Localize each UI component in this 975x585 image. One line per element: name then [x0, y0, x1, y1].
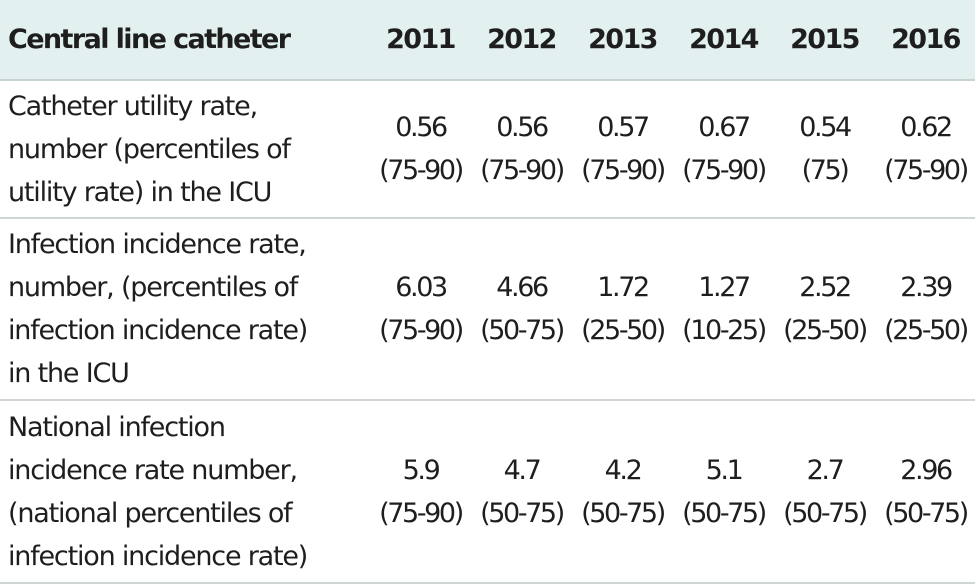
cell-range: (50-75): [480, 315, 565, 346]
cell-value: 0.57: [597, 112, 650, 143]
header-year-2011: 2011: [370, 0, 471, 81]
cell-range: (50-75): [884, 497, 969, 529]
cell-value: 6.03: [395, 272, 448, 303]
table-cell: 2.52 (25-50): [774, 218, 875, 401]
cell-range: (75): [801, 155, 850, 186]
cell-range: (50-75): [581, 497, 666, 529]
cell-value: 0.67: [698, 112, 751, 143]
cell-value: 2.96: [900, 454, 953, 486]
cell-range: (50-75): [783, 497, 868, 529]
cell-value: 2.7: [806, 454, 845, 486]
table-row-infection-incidence: Infection incidence rate, number, (perce…: [0, 218, 975, 401]
table-cell: 0.56 (75-90): [471, 80, 572, 219]
table-cell: 5.1 (50-75): [673, 400, 774, 584]
table-cell: 1.72 (25-50): [572, 218, 673, 401]
header-year-2012: 2012: [471, 0, 572, 81]
table-cell: 5.9 (75-90): [370, 400, 471, 584]
header-year-2015: 2015: [774, 0, 875, 81]
header-year-2013: 2013: [572, 0, 673, 81]
table-cell: 1.27 (10-25): [673, 218, 774, 401]
row-label-national-infection: National infection incidence rate number…: [0, 400, 370, 584]
cell-range: (25-50): [884, 315, 969, 346]
cell-range: (75-90): [581, 155, 666, 186]
table-row-national-infection: National infection incidence rate number…: [0, 400, 975, 584]
cell-value: 0.56: [395, 112, 448, 143]
table-cell: 0.54 (75): [774, 80, 875, 219]
table-cell: 4.2 (50-75): [572, 400, 673, 584]
table-cell: 2.7 (50-75): [774, 400, 875, 584]
cell-range: (25-50): [581, 315, 666, 346]
cell-value: 5.9: [402, 454, 441, 486]
cell-value: 1.72: [597, 272, 650, 303]
cell-range: (75-90): [480, 155, 565, 186]
table-header-row: Central line catheter 2011 2012 2013 201…: [0, 0, 975, 81]
row-label-infection-incidence: Infection incidence rate, number, (perce…: [0, 218, 370, 401]
cell-value: 4.7: [503, 454, 542, 486]
cell-value: 0.62: [900, 112, 953, 143]
cell-value: 2.39: [900, 272, 953, 303]
cell-value: 4.2: [604, 454, 643, 486]
table-cell: 0.56 (75-90): [370, 80, 471, 219]
cell-range: (50-75): [682, 497, 767, 529]
cell-value: 4.66: [496, 272, 549, 303]
table-cell: 2.39 (25-50): [875, 218, 975, 401]
cell-range: (75-90): [379, 497, 464, 529]
table-cell: 2.96 (50-75): [875, 400, 975, 584]
cell-range: (75-90): [379, 155, 464, 186]
cell-range: (75-90): [682, 155, 767, 186]
header-year-2016: 2016: [875, 0, 975, 81]
table-row-catheter-utility: Catheter utility rate, number (percentil…: [0, 80, 975, 219]
cell-range: (75-90): [884, 155, 969, 186]
cell-value: 0.56: [496, 112, 549, 143]
cell-value: 0.54: [799, 112, 852, 143]
cell-range: (10-25): [682, 315, 767, 346]
cell-range: (50-75): [480, 497, 565, 529]
header-year-2014: 2014: [673, 0, 774, 81]
cell-range: (25-50): [783, 315, 868, 346]
header-label: Central line catheter: [0, 0, 370, 81]
table-cell: 4.7 (50-75): [471, 400, 572, 584]
cell-value: 5.1: [705, 454, 744, 486]
cell-range: (75-90): [379, 315, 464, 346]
cell-value: 2.52: [799, 272, 852, 303]
table-cell: 0.57 (75-90): [572, 80, 673, 219]
table-cell: 0.62 (75-90): [875, 80, 975, 219]
cell-value: 1.27: [698, 272, 751, 303]
table-cell: 6.03 (75-90): [370, 218, 471, 401]
table-cell: 4.66 (50-75): [471, 218, 572, 401]
table-cell: 0.67 (75-90): [673, 80, 774, 219]
row-label-catheter-utility: Catheter utility rate, number (percentil…: [0, 80, 370, 219]
